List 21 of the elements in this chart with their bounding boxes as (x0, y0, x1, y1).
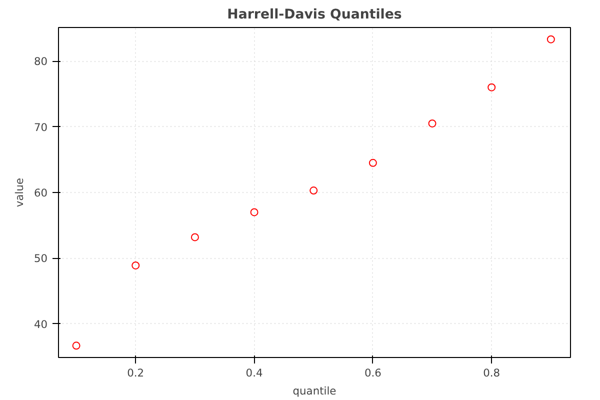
x-tick-label: 0.8 (483, 366, 500, 380)
x-tick-label: 0.4 (246, 366, 263, 380)
point (132, 261, 140, 270)
x-tick-label: 0.6 (364, 366, 382, 380)
point (488, 83, 496, 92)
y-tick-label: 40 (34, 318, 48, 331)
point (310, 186, 318, 195)
point (72, 342, 80, 350)
y-tick-label: 80 (34, 55, 48, 68)
point (250, 208, 258, 216)
y-tick-label: 70 (34, 120, 48, 134)
chart-title: Harrell-Davis Quantiles (227, 8, 402, 22)
y-tick-label: 50 (34, 252, 48, 266)
point (546, 35, 555, 44)
y-tick-label: 60 (34, 186, 48, 200)
y-axis-title: value (12, 178, 26, 208)
x-tick-label: 0.2 (127, 366, 144, 380)
point (190, 233, 199, 242)
point (368, 158, 377, 167)
point (428, 119, 436, 128)
x-axis-title: quantile (292, 384, 336, 398)
